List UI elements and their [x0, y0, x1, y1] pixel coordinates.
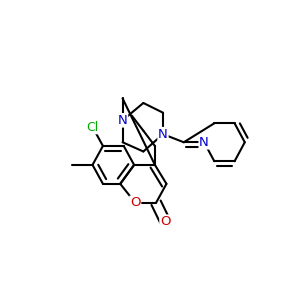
Text: O: O	[160, 215, 171, 228]
Text: O: O	[130, 196, 140, 209]
Text: N: N	[199, 136, 209, 149]
Text: N: N	[158, 128, 168, 141]
Text: Cl: Cl	[86, 121, 99, 134]
Text: N: N	[118, 114, 128, 127]
